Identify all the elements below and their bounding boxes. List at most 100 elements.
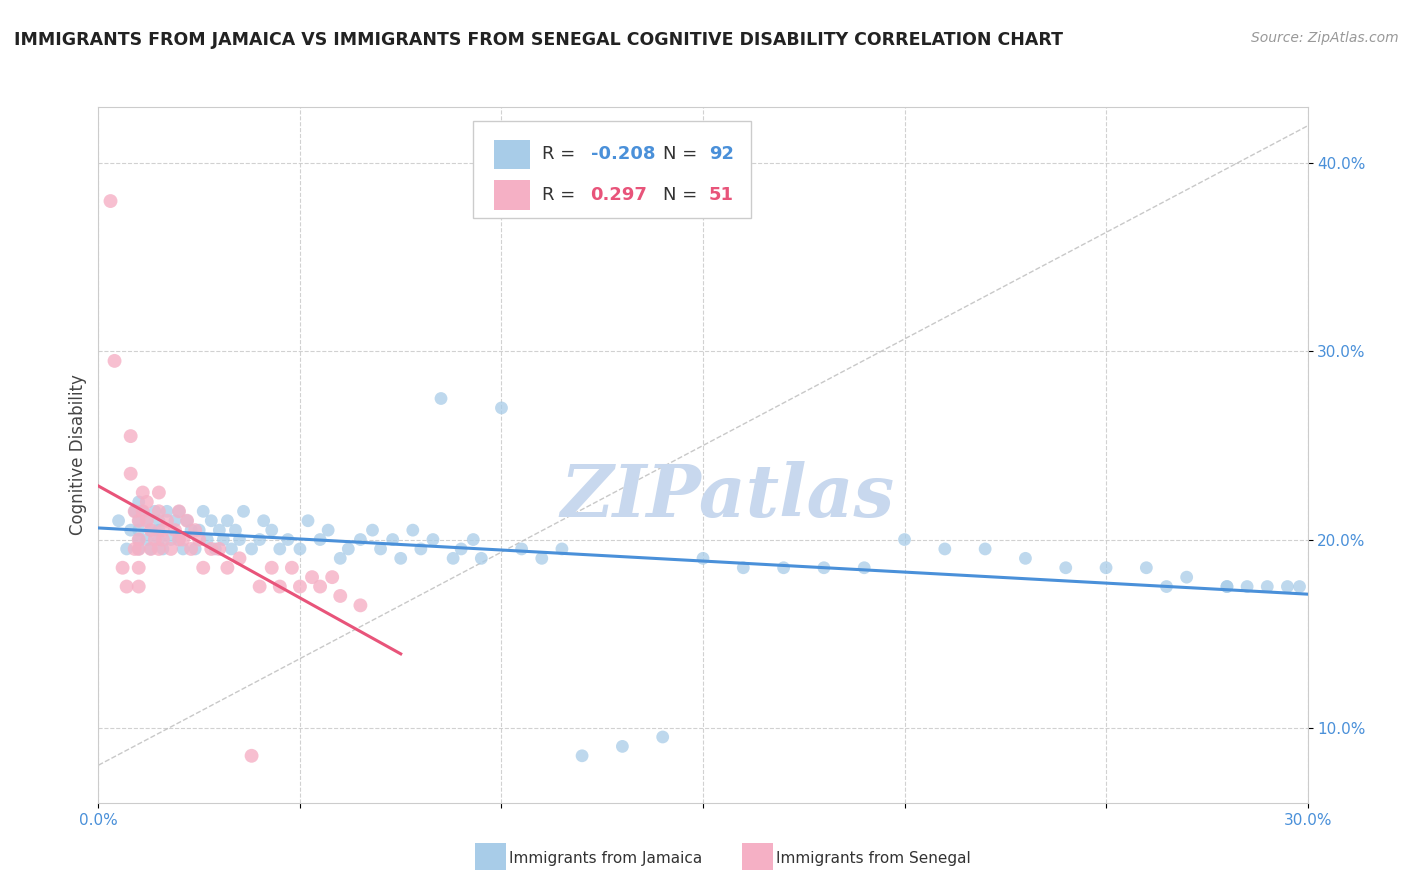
Point: [176, 514, 198, 528]
Point: [167, 533, 190, 547]
Point: [163, 514, 186, 528]
Point: [463, 533, 485, 547]
Point: [124, 504, 146, 518]
Point: [128, 541, 150, 556]
Point: [221, 541, 243, 556]
Point: [115, 580, 138, 594]
Point: [733, 560, 755, 574]
Point: [1175, 570, 1198, 584]
Point: [148, 514, 170, 528]
Point: [228, 533, 250, 547]
Point: [180, 541, 202, 556]
Point: [430, 392, 453, 406]
Point: [139, 541, 162, 556]
Point: [1156, 580, 1178, 594]
Point: [249, 580, 271, 594]
Point: [974, 541, 997, 556]
Point: [132, 504, 155, 518]
Point: [269, 541, 291, 556]
Point: [277, 533, 299, 547]
Point: [1288, 580, 1310, 594]
Point: [188, 533, 211, 547]
Point: [167, 504, 190, 518]
Text: 0.297: 0.297: [591, 186, 647, 204]
Point: [135, 533, 157, 547]
Bar: [494, 180, 530, 210]
Point: [441, 551, 464, 566]
Text: R =: R =: [543, 145, 581, 163]
Text: R =: R =: [543, 186, 581, 204]
Point: [249, 533, 271, 547]
Point: [381, 533, 404, 547]
Point: [349, 533, 371, 547]
Text: Immigrants from Jamaica: Immigrants from Jamaica: [509, 851, 702, 865]
Point: [156, 514, 179, 528]
Point: [160, 533, 183, 547]
Bar: [494, 140, 530, 169]
Point: [1216, 580, 1239, 594]
Point: [143, 504, 166, 518]
Point: [193, 560, 215, 574]
Point: [571, 748, 593, 763]
Point: [470, 551, 492, 566]
Point: [212, 533, 235, 547]
Text: IMMIGRANTS FROM JAMAICA VS IMMIGRANTS FROM SENEGAL COGNITIVE DISABILITY CORRELAT: IMMIGRANTS FROM JAMAICA VS IMMIGRANTS FR…: [14, 31, 1063, 49]
Point: [132, 504, 155, 518]
Text: Source: ZipAtlas.com: Source: ZipAtlas.com: [1251, 31, 1399, 45]
Point: [297, 514, 319, 528]
Point: [1054, 560, 1077, 574]
Point: [152, 533, 174, 547]
Point: [329, 551, 352, 566]
Point: [409, 541, 432, 556]
Point: [422, 533, 444, 547]
Point: [402, 523, 425, 537]
Point: [152, 541, 174, 556]
Point: [361, 523, 384, 537]
Point: [100, 194, 122, 208]
Point: [156, 504, 179, 518]
Point: [143, 533, 166, 547]
Point: [188, 523, 211, 537]
Point: [813, 560, 835, 574]
Point: [217, 560, 239, 574]
Point: [200, 541, 222, 556]
Point: [934, 541, 956, 556]
Point: [160, 541, 183, 556]
Point: [128, 514, 150, 528]
Point: [224, 523, 246, 537]
Point: [1135, 560, 1157, 574]
Point: [772, 560, 794, 574]
Point: [200, 514, 222, 528]
Point: [135, 495, 157, 509]
Point: [115, 541, 138, 556]
Point: [260, 560, 283, 574]
Point: [329, 589, 352, 603]
Point: [148, 523, 170, 537]
Point: [172, 533, 194, 547]
Point: [253, 514, 276, 528]
Point: [651, 730, 673, 744]
Point: [530, 551, 553, 566]
Point: [148, 485, 170, 500]
Point: [349, 599, 371, 613]
Point: [128, 580, 150, 594]
Point: [208, 523, 231, 537]
Point: [163, 523, 186, 537]
Point: [128, 541, 150, 556]
Point: [309, 533, 332, 547]
FancyBboxPatch shape: [474, 121, 751, 219]
Point: [139, 541, 162, 556]
Point: [510, 541, 533, 556]
Point: [217, 514, 239, 528]
Point: [148, 533, 170, 547]
Point: [1014, 551, 1036, 566]
Point: [389, 551, 412, 566]
Point: [450, 541, 472, 556]
Point: [167, 533, 190, 547]
Point: [260, 523, 283, 537]
Point: [240, 748, 263, 763]
Point: [124, 504, 146, 518]
Point: [316, 523, 339, 537]
Point: [135, 514, 157, 528]
Point: [184, 541, 207, 556]
